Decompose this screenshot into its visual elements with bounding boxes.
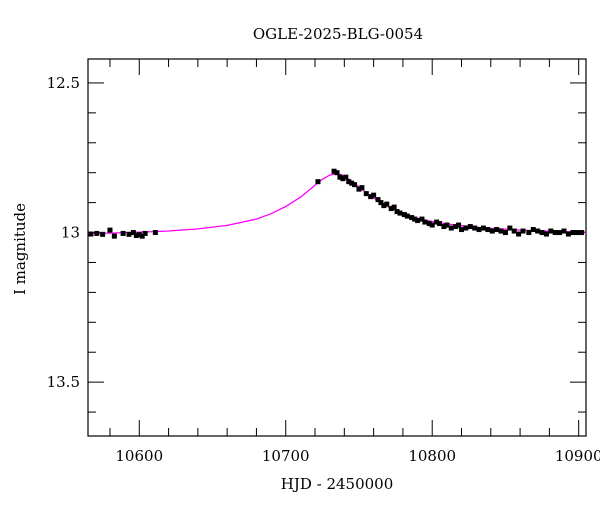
data-point <box>463 225 469 231</box>
data-point <box>570 230 576 236</box>
data-point <box>315 179 321 185</box>
data-point <box>489 228 495 234</box>
data-point <box>142 230 148 236</box>
data-point <box>426 221 432 227</box>
data-point <box>516 231 522 237</box>
model-curve <box>87 172 587 235</box>
data-point <box>434 219 440 225</box>
data-point <box>441 224 447 230</box>
data-point <box>126 231 132 237</box>
data-point <box>340 176 346 182</box>
data-point <box>520 228 526 234</box>
data-point <box>472 225 478 231</box>
data-point <box>548 228 554 234</box>
data-point <box>574 230 580 236</box>
data-point <box>498 228 504 234</box>
data-point <box>448 225 454 231</box>
y-axis-label: I magnitude <box>11 203 29 295</box>
data-point <box>359 185 365 191</box>
data-point <box>88 231 94 237</box>
data-point <box>111 233 117 239</box>
y-tick-label: 13 <box>61 224 80 242</box>
data-point <box>565 231 571 237</box>
data-point <box>429 222 435 228</box>
data-point <box>511 228 517 234</box>
data-point <box>349 180 355 186</box>
data-point <box>136 232 142 238</box>
x-tick-label: 10700 <box>262 447 310 465</box>
x-axis-ticks <box>109 59 580 436</box>
data-point <box>526 230 532 236</box>
data-point <box>356 186 362 192</box>
y-tick-label: 12.5 <box>47 74 80 92</box>
data-point <box>371 192 377 198</box>
data-point <box>539 230 545 236</box>
data-point <box>453 224 459 230</box>
data-point <box>437 221 443 227</box>
data-point <box>456 222 462 228</box>
data-point <box>346 179 352 185</box>
data-point <box>368 194 374 200</box>
data-point <box>152 230 158 236</box>
data-point <box>334 170 340 176</box>
data-point <box>381 203 387 209</box>
data-point <box>485 227 491 233</box>
data-point <box>459 227 464 233</box>
data-point <box>422 219 428 225</box>
model-curve-layer <box>87 172 587 235</box>
data-point <box>543 231 549 237</box>
data-point <box>415 218 421 224</box>
data-point <box>552 230 558 236</box>
data-point <box>404 213 410 219</box>
data-point <box>480 225 486 231</box>
data-point <box>107 227 113 233</box>
data-point <box>100 231 106 237</box>
data-point <box>409 215 415 221</box>
data-point <box>331 168 337 174</box>
data-point <box>467 224 473 230</box>
plot-area: 12.5 13 13.5 10600 10700 10800 10900 <box>47 58 600 465</box>
data-point <box>391 204 397 210</box>
y-axis-tick-labels: 12.5 13 13.5 <box>47 74 80 391</box>
data-point <box>507 225 513 231</box>
data-point <box>401 212 407 218</box>
x-tick-label: 10600 <box>115 447 163 465</box>
data-point <box>130 230 136 236</box>
data-point <box>133 233 139 239</box>
data-point <box>384 201 390 207</box>
data-point <box>388 206 394 212</box>
data-point <box>120 230 126 236</box>
data-point <box>375 197 381 203</box>
x-tick-label: 10900 <box>555 447 600 465</box>
data-point <box>444 222 450 228</box>
data-points-layer <box>88 168 585 239</box>
data-point <box>419 216 425 222</box>
data-point <box>579 230 585 236</box>
data-point <box>378 200 384 206</box>
data-point <box>343 174 349 180</box>
data-point <box>494 227 500 233</box>
y-axis-ticks <box>88 82 586 413</box>
data-point <box>94 230 100 236</box>
data-point <box>476 227 482 233</box>
data-point <box>535 228 541 234</box>
data-point <box>363 191 369 197</box>
data-point <box>394 209 400 215</box>
x-axis-label: HJD - 2450000 <box>281 475 394 493</box>
data-point <box>530 227 536 233</box>
chart-title: OGLE-2025-BLG-0054 <box>253 25 423 43</box>
data-point <box>502 230 508 236</box>
data-point <box>397 210 403 216</box>
data-point <box>352 182 358 188</box>
x-axis-tick-labels: 10600 10700 10800 10900 <box>115 447 600 465</box>
x-tick-label: 10800 <box>408 447 456 465</box>
data-point <box>561 228 567 234</box>
data-point <box>412 216 418 222</box>
data-point <box>139 233 145 239</box>
plot-frame <box>87 58 587 437</box>
y-tick-label: 13.5 <box>47 373 80 391</box>
data-point <box>337 174 343 180</box>
data-point <box>557 230 563 236</box>
